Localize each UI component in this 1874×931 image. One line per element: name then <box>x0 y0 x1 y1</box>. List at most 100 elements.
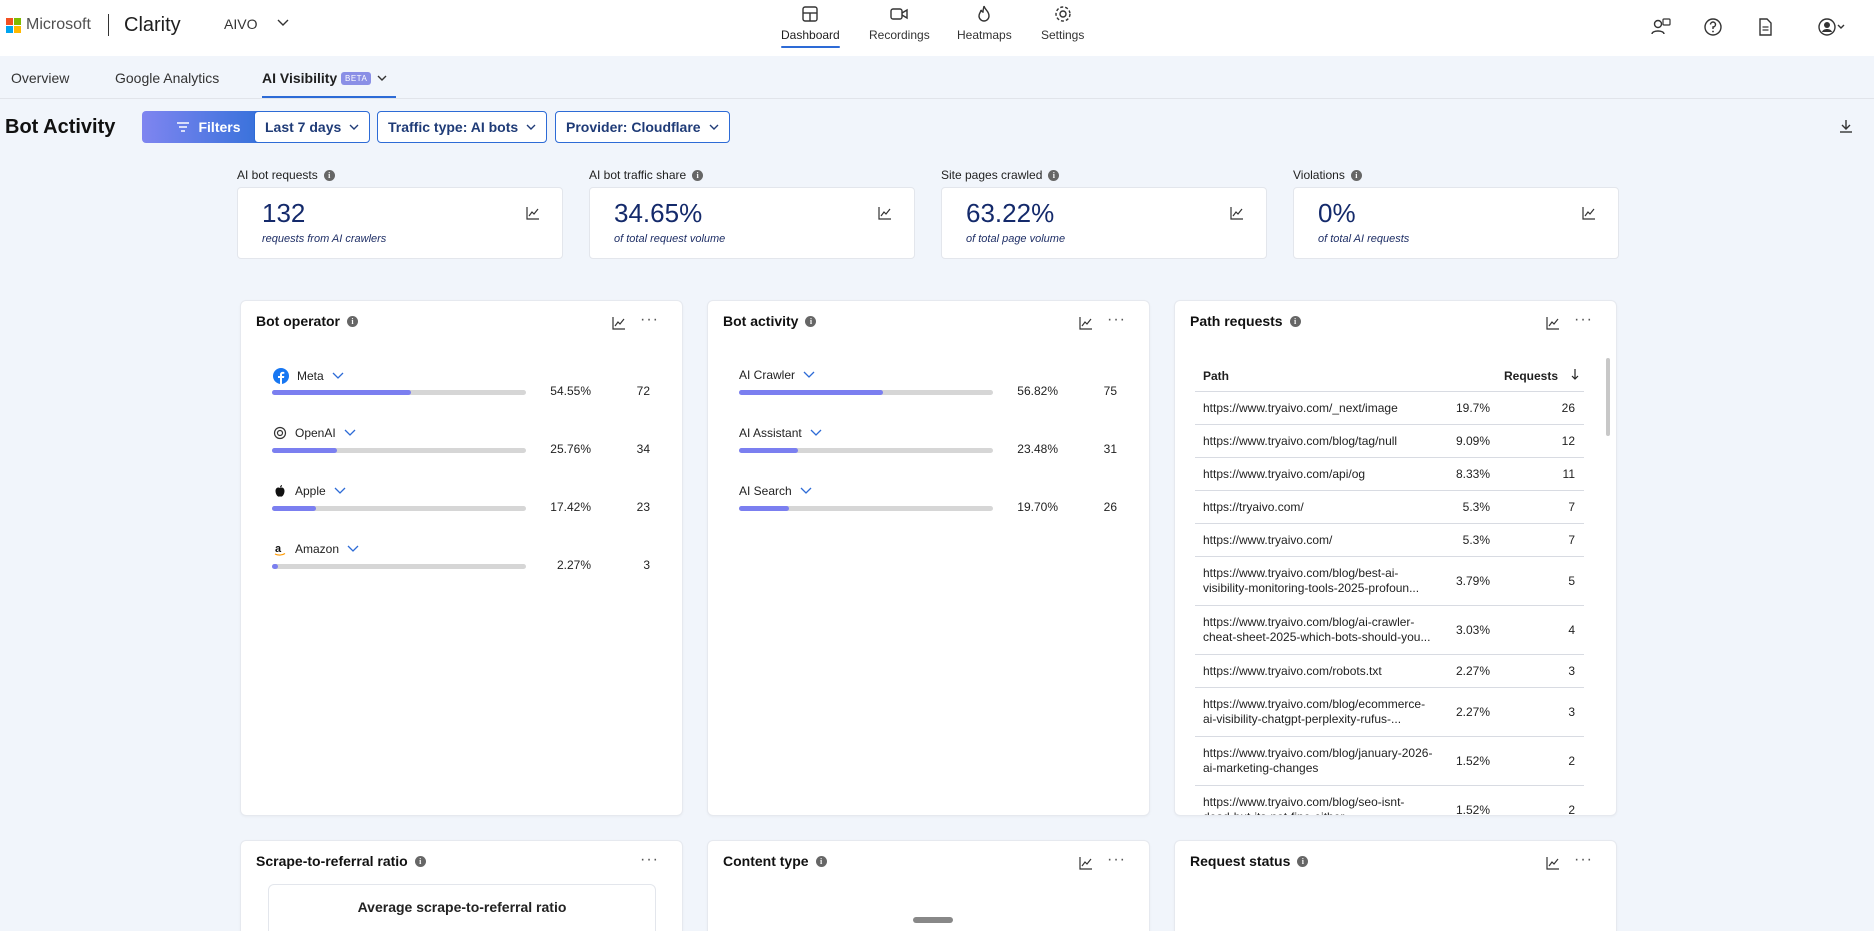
table-row[interactable]: https://www.tryaivo.com/blog/ecommerce-a… <box>1195 688 1584 737</box>
download-icon[interactable] <box>1838 118 1854 134</box>
kpi-label-text: Violations <box>1293 168 1345 182</box>
more-options-icon[interactable]: ··· <box>640 851 659 868</box>
info-icon[interactable]: i <box>323 169 335 181</box>
path-cell[interactable]: https://www.tryaivo.com/api/og <box>1203 467 1366 481</box>
help-icon[interactable] <box>1702 16 1724 38</box>
info-icon[interactable]: i <box>347 315 358 327</box>
path-cell[interactable]: https://www.tryaivo.com/ <box>1203 533 1333 547</box>
path-cell[interactable]: https://www.tryaivo.com/blog/ecommerce-a… <box>1203 697 1426 726</box>
bar-count: 31 <box>1103 442 1117 456</box>
tab-active-indicator <box>262 96 396 98</box>
nav-dashboard[interactable]: Dashboard <box>781 4 840 48</box>
bar-item-apple[interactable]: Apple 17.42% 23 <box>241 480 682 538</box>
project-name[interactable]: AIVO <box>224 16 258 32</box>
path-cell[interactable]: https://tryaivo.com/ <box>1203 500 1304 514</box>
trend-chart-icon[interactable] <box>1582 206 1596 220</box>
trend-chart-icon[interactable] <box>1546 856 1560 870</box>
table-row[interactable]: https://www.tryaivo.com/_next/image 19.7%… <box>1195 392 1584 425</box>
document-icon[interactable] <box>1754 16 1776 38</box>
bar-item-ai-crawler[interactable]: AI Crawler 56.82% 75 <box>708 364 1149 422</box>
filters-button[interactable]: Filters <box>142 111 275 143</box>
bar-label: OpenAI <box>273 426 356 440</box>
trend-chart-icon[interactable] <box>1079 316 1093 330</box>
bar-item-amazon[interactable]: a Amazon 2.27% 3 <box>241 538 682 596</box>
traffic-type-label: Traffic type: AI bots <box>388 119 519 135</box>
info-icon[interactable]: i <box>815 855 827 867</box>
bar-fill <box>272 564 278 569</box>
chevron-down-icon[interactable] <box>800 487 812 495</box>
more-options-icon[interactable]: ··· <box>1574 851 1593 868</box>
table-row[interactable]: https://www.tryaivo.com/blog/january-202… <box>1195 737 1584 786</box>
tab-ai-visibility[interactable]: AI Visibility <box>262 70 338 86</box>
column-header-requests[interactable]: Requests <box>1504 369 1559 383</box>
bar-track <box>272 448 526 453</box>
project-chevron-down-icon[interactable] <box>276 17 290 29</box>
info-icon[interactable]: i <box>692 169 704 181</box>
bar-item-openai[interactable]: OpenAI 25.76% 34 <box>241 422 682 480</box>
chevron-down-icon[interactable] <box>332 372 344 380</box>
path-cell[interactable]: https://www.tryaivo.com/blog/tag/null <box>1203 434 1398 448</box>
nav-heatmaps[interactable]: Heatmaps <box>957 4 1012 42</box>
kpi-subtitle: of total request volume <box>614 233 726 245</box>
trend-chart-icon[interactable] <box>1079 856 1093 870</box>
trend-chart-icon[interactable] <box>1230 206 1244 220</box>
bar-item-ai-assistant[interactable]: AI Assistant 23.48% 31 <box>708 422 1149 480</box>
more-options-icon[interactable]: ··· <box>1107 851 1126 868</box>
table-row[interactable]: https://www.tryaivo.com/blog/tag/null 9.0… <box>1195 425 1584 458</box>
table-row[interactable]: https://www.tryaivo.com/blog/ai-crawler-… <box>1195 606 1584 655</box>
tab-chevron-down-icon[interactable] <box>377 73 387 83</box>
more-options-icon[interactable]: ··· <box>1574 311 1593 328</box>
more-options-icon[interactable]: ··· <box>640 311 659 328</box>
traffic-type-dropdown[interactable]: Traffic type: AI bots <box>377 111 548 143</box>
chevron-down-icon[interactable] <box>344 429 356 437</box>
bar-count: 72 <box>636 384 650 398</box>
table-row[interactable]: https://www.tryaivo.com/api/og 8.33% 11 <box>1195 458 1584 491</box>
tab-overview[interactable]: Overview <box>11 70 70 86</box>
path-cell[interactable]: https://www.tryaivo.com/_next/image <box>1203 401 1398 415</box>
path-cell[interactable]: https://www.tryaivo.com/blog/seo-isnt-de… <box>1203 795 1405 815</box>
path-cell[interactable]: https://www.tryaivo.com/blog/best-ai-vis… <box>1203 566 1420 595</box>
trend-chart-icon[interactable] <box>526 206 540 220</box>
chevron-down-icon[interactable] <box>334 487 346 495</box>
share-user-icon[interactable] <box>1650 16 1672 38</box>
table-row[interactable]: https://www.tryaivo.com/blog/seo-isnt-de… <box>1195 786 1584 815</box>
path-cell[interactable]: https://www.tryaivo.com/blog/january-202… <box>1203 746 1433 775</box>
info-icon[interactable]: i <box>805 315 817 327</box>
trend-chart-icon[interactable] <box>878 206 892 220</box>
date-range-dropdown[interactable]: Last 7 days <box>254 111 371 143</box>
count-cell: 7 <box>1568 533 1575 547</box>
info-icon[interactable]: i <box>1048 169 1060 181</box>
percent-cell: 19.7% <box>1455 401 1490 415</box>
info-icon[interactable]: i <box>1297 855 1309 867</box>
info-icon[interactable]: i <box>1289 315 1301 327</box>
bar-item-ai-search[interactable]: AI Search 19.70% 26 <box>708 480 1149 538</box>
trend-chart-icon[interactable] <box>1546 316 1560 330</box>
column-header-path[interactable]: Path <box>1203 369 1230 383</box>
account-icon[interactable] <box>1816 16 1846 38</box>
table-row[interactable]: https://www.tryaivo.com/robots.txt 2.27% 3 <box>1195 655 1584 688</box>
chevron-down-icon[interactable] <box>803 371 815 379</box>
app-name[interactable]: Clarity <box>124 14 181 36</box>
nav-settings[interactable]: Settings <box>1041 4 1084 42</box>
path-cell[interactable]: https://www.tryaivo.com/blog/ai-crawler-… <box>1203 615 1431 644</box>
tab-google-analytics[interactable]: Google Analytics <box>115 70 220 86</box>
count-cell: 26 <box>1561 401 1575 415</box>
nav-recordings[interactable]: Recordings <box>869 4 930 42</box>
sort-descending-icon[interactable] <box>1571 368 1579 380</box>
scrollbar-thumb[interactable] <box>1606 358 1610 436</box>
info-icon[interactable]: i <box>1350 169 1362 181</box>
bar-fill <box>272 506 316 511</box>
table-row[interactable]: https://tryaivo.com/5.3% 7 <box>1195 491 1584 524</box>
trend-chart-icon[interactable] <box>612 316 626 330</box>
chevron-down-icon[interactable] <box>810 429 822 437</box>
more-options-icon[interactable]: ··· <box>1107 311 1126 328</box>
bar-track <box>739 506 993 511</box>
table-row[interactable]: https://www.tryaivo.com/blog/best-ai-vis… <box>1195 557 1584 606</box>
chevron-down-icon[interactable] <box>347 545 359 553</box>
percent-cell: 5.3% <box>1462 500 1490 514</box>
path-cell[interactable]: https://www.tryaivo.com/robots.txt <box>1203 664 1382 678</box>
table-row[interactable]: https://www.tryaivo.com/5.3% 7 <box>1195 524 1584 557</box>
info-icon[interactable]: i <box>414 855 426 867</box>
bar-item-meta[interactable]: Meta 54.55% 72 <box>241 364 682 422</box>
provider-dropdown[interactable]: Provider: Cloudflare <box>555 111 730 143</box>
